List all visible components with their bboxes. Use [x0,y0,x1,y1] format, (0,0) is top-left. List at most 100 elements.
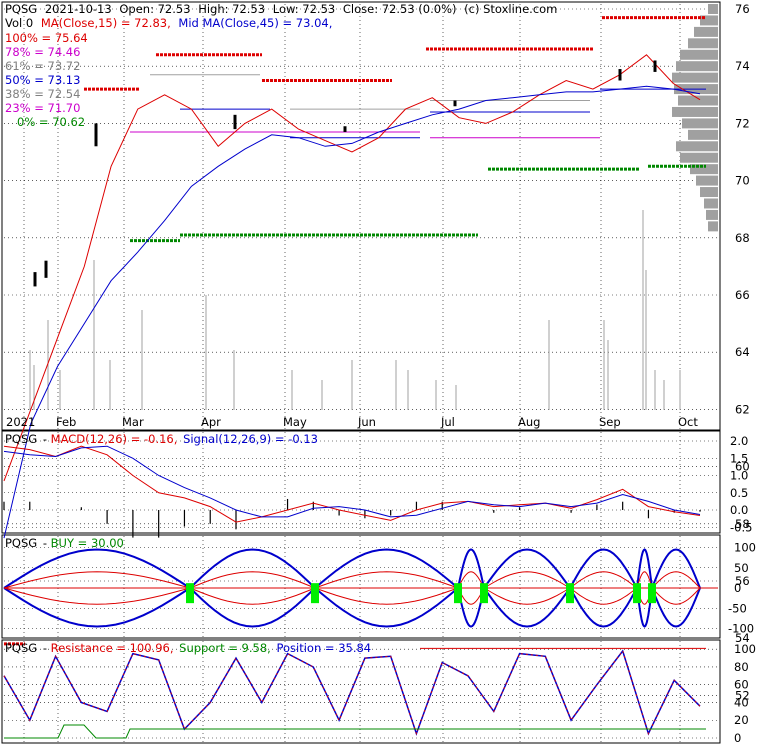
buy-tick-label: -100 [728,622,754,636]
macd-panel-frame [1,430,721,534]
header-date: 2021-10-13 [45,2,112,16]
pos-tick-label: 100 [734,642,756,656]
fib-label-100: 100% = 75.64 [5,31,88,45]
buy-label: BUY = 30.00 [51,536,124,550]
pos-tick-label: 60 [734,678,749,692]
pos-tick-label: 40 [734,695,749,709]
profile-bar-12 [676,141,718,152]
profile-bar-6 [672,72,718,83]
candle-2 [94,123,98,147]
price-tick-label: 64 [735,345,750,359]
price-tick-label: 76 [735,2,750,16]
position-panel-title: PQSG - Resistance = 100.96, Support = 9.… [5,641,371,655]
profile-bar-1 [700,15,718,26]
profile-bar-10 [682,118,718,129]
price-tick-label: 58 [735,517,750,531]
profile-bar-16 [700,187,718,198]
header-close: Close: 72.53 (0.0%) [343,2,457,16]
profile-bar-18 [706,209,718,220]
profile-bar-9 [672,106,718,117]
profile-bar-19 [708,221,718,232]
buy-signal-1 [311,583,319,604]
buy-signal-4 [566,583,574,604]
buy-signal-5 [633,583,641,604]
profile-bar-3 [688,38,718,49]
candle-6 [618,69,622,81]
price-tick-label: 70 [735,174,750,188]
candles [33,60,657,287]
ma15-label: MA(Close,15) = 72.83, [41,16,171,30]
header-high: High: 72.53 [198,2,265,16]
support-label: Support = 9.58, [179,641,271,655]
x-tick-label: Jun [357,415,376,429]
buy-ticker: PQSG [5,536,37,550]
fib-label-0: 0% = 70.62 [17,115,85,129]
x-tick-label: Aug [518,415,540,429]
fib-level-lines [4,16,706,646]
position-line [3,649,701,736]
header-copyright: (c) Stoxline.com [464,2,557,16]
fib-label-61: 61% = 73.72 [5,59,80,73]
macd-ticker: PQSG [5,432,37,446]
price-tick-label: 66 [735,288,750,302]
candle-5 [453,100,457,107]
profile-bar-11 [688,129,718,140]
buy-tick-label: 0 [734,581,741,595]
buy-tick-label: 100 [734,541,756,555]
header-line-1: PQSG 2021-10-13 Open: 72.53 High: 72.53 … [5,2,557,16]
fib-label-38: 38% = 72.54 [5,87,80,101]
position-label: Position = 35.84 [276,641,371,655]
fib-label-50: 50% = 73.13 [5,73,80,87]
signal-line [3,445,701,518]
profile-bar-0 [708,4,718,14]
price-tick-label: 56 [735,574,750,588]
price-tick-label: 72 [735,116,750,130]
x-tick-label: 2021 [6,415,35,429]
macd-tick-label: -0.5 [730,520,752,534]
pos-tick-label: 0 [734,731,741,745]
macd-tick-label: 1.5 [730,451,748,465]
volume-label: Vol 0 [5,16,33,30]
buy-lines [3,548,718,628]
buy-tick-label: -50 [728,601,747,615]
candle-0 [33,272,37,287]
buy-signal-3 [480,583,488,604]
profile-bar-5 [676,61,718,72]
pos-ticker: PQSG [5,641,37,655]
x-tick-label: Feb [56,415,76,429]
price-tick-label: 74 [735,59,750,73]
axis-labels: 76 74 72 70 68 66 64 62 60 58 56 54 52 50 2.0 1.5 1.0 0.5… [6,2,756,745]
pos-tick-label: 20 [734,713,749,727]
buy-panel-title: PQSG - BUY = 30.00 [5,536,124,550]
price-tick-label: 62 [735,402,750,416]
profile-bar-15 [696,175,718,186]
buy-upper-band [3,548,701,592]
macd-tick-label: 2.0 [730,434,748,448]
profile-bar-8 [678,95,718,106]
candle-4 [343,126,347,132]
candle-1 [44,260,48,278]
support-line [4,724,706,739]
buy-tick-label: 50 [734,561,749,575]
macd-label: MACD(12,26) [51,432,127,446]
buy-inner-upper [3,571,701,589]
x-tick-label: Sep [599,415,621,429]
macd-tick-label: 0.5 [730,486,748,500]
price-ma-lines [3,54,701,539]
ticker: PQSG [5,2,37,16]
ma45-label: Mid MA(Close,45) = 73.04, [178,16,332,30]
x-tick-label: May [283,415,307,429]
profile-bar-14 [690,164,718,175]
header-line-2: Vol 0 MA(Close,15) = 72.83, Mid MA(Close… [5,16,332,30]
price-panel-frame [1,1,721,431]
buy-inner-lower [3,587,701,605]
x-tick-label: Oct [678,415,698,429]
ma45-line [3,85,701,539]
price-tick-label: 60 [735,460,750,474]
position-red-overlay [3,649,701,736]
position-lines [3,647,706,739]
header-low: Low: 72.53 [273,2,335,16]
x-tick-label: Mar [122,415,144,429]
x-tick-label: Apr [201,415,221,429]
header-open: Open: 72.53 [119,2,190,16]
